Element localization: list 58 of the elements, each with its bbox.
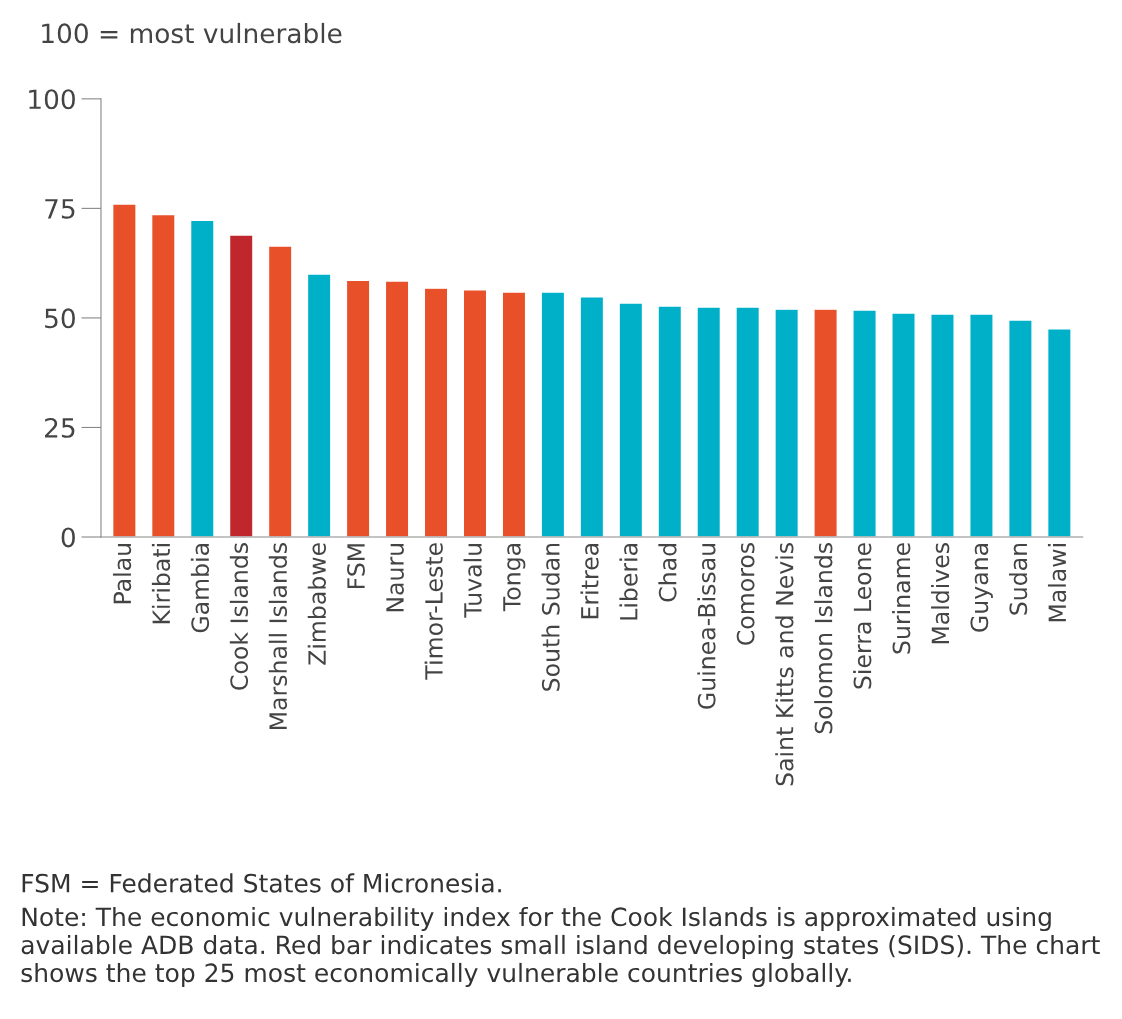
text: FSM = Federated States of Micronesia. — [22, 873, 501, 893]
x-tick-label: Chad — [658, 544, 677, 602]
bar — [657, 305, 683, 538]
bar — [228, 234, 254, 538]
bar — [852, 309, 877, 538]
bar — [150, 213, 176, 538]
bar — [306, 273, 332, 538]
y-tick-label: 50 — [45, 308, 75, 329]
bar — [930, 313, 955, 538]
bar — [969, 313, 994, 538]
x-tick-label: Tonga — [503, 544, 526, 612]
bar — [579, 296, 605, 538]
x-tick-label: Nauru — [386, 544, 404, 612]
x-tick-label: Comoros — [736, 543, 755, 645]
bar — [1046, 328, 1072, 538]
x-tick-label: Sierra Leone — [853, 543, 872, 689]
bar — [462, 289, 488, 538]
x-tick-label: Zimbabwe — [307, 543, 326, 665]
y-tick-label: 75 — [45, 199, 75, 219]
bar — [813, 308, 838, 538]
x-tick-label: Kiribati — [151, 544, 171, 624]
y-tick-label: 100 — [29, 89, 75, 110]
bar — [189, 219, 215, 538]
bar — [423, 287, 449, 538]
x-tick-label: Cook Islands — [229, 543, 249, 690]
x-tick-label: Suriname — [892, 543, 911, 654]
x-tick-label: Liberia — [619, 544, 638, 620]
y-axis-title: 100 = most vulnerable — [42, 22, 342, 44]
x-tick-label: Palau — [112, 544, 132, 604]
x-tick-label: Malawi — [1047, 544, 1067, 622]
x-tick-label: Timor-Leste — [424, 543, 443, 680]
x-tick-label: Eritrea — [580, 544, 599, 619]
bar — [345, 279, 371, 538]
x-tick-label: Guyana — [970, 544, 993, 632]
x-tick-label: Tuvalu — [463, 544, 482, 618]
x-tick-label: Maldives — [931, 543, 950, 644]
x-tick-label: Marshall Islands — [268, 543, 288, 730]
bar — [384, 280, 410, 538]
bar — [774, 308, 800, 538]
bar — [540, 291, 566, 538]
bar — [501, 291, 527, 538]
x-tick-label: Sudan — [1008, 543, 1028, 615]
x-tick-label: Guinea-Bissau — [697, 544, 716, 709]
bar — [618, 302, 644, 538]
bar — [735, 306, 761, 538]
bar — [696, 306, 722, 538]
text: Note: The economic vulnerability index for the Cook Islands is approximated using available ADB data. Red bar indicates small island developing states (SIDS). The chart shows the top 25 most economically vulnerable countries globally. — [21, 906, 1100, 988]
bar — [891, 312, 916, 538]
x-tick-label: South Sudan — [541, 543, 560, 691]
x-tick-label: Solomon Islands — [814, 543, 833, 734]
bar — [1008, 319, 1033, 538]
bar — [111, 203, 137, 538]
x-tick-label: Gambia — [190, 544, 210, 633]
bar — [267, 245, 293, 538]
y-tick-label: 25 — [45, 417, 75, 438]
x-tick-label: FSM — [347, 544, 365, 589]
y-tick-label: 0 — [61, 527, 75, 548]
x-tick-label: Saint Kitts and Nevis — [775, 543, 794, 786]
